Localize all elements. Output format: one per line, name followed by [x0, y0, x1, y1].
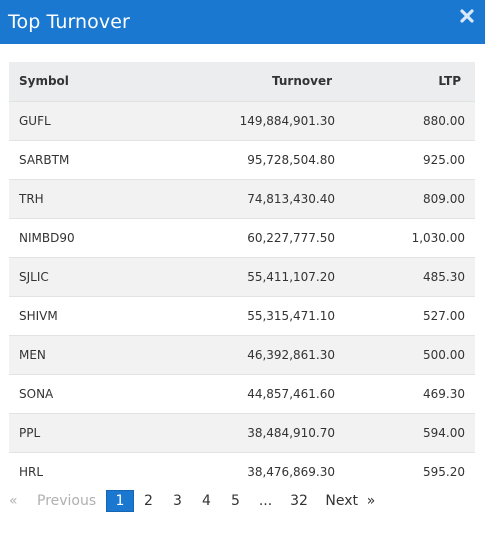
cell-symbol[interactable]: NIMBD90	[19, 230, 75, 245]
cell-turnover: 55,411,107.20	[247, 269, 335, 284]
column-header-turnover[interactable]: Turnover	[272, 74, 332, 89]
turnover-table: Symbol Turnover LTP GUFL 149,884,901.30 …	[9, 62, 475, 491]
cell-turnover: 74,813,430.40	[247, 191, 335, 206]
page-button-32[interactable]: 32	[290, 493, 308, 509]
column-header-symbol[interactable]: Symbol	[19, 74, 69, 89]
cell-turnover: 60,227,777.50	[247, 230, 335, 245]
table-header-row: Symbol Turnover LTP	[9, 62, 475, 101]
table-row: SHIVM 55,315,471.10 527.00	[9, 296, 475, 335]
next-page-button[interactable]: Next	[325, 493, 358, 509]
page-button-5[interactable]: 5	[231, 493, 240, 509]
cell-ltp: 925.00	[423, 152, 465, 167]
turnover-table-container: Symbol Turnover LTP GUFL 149,884,901.30 …	[9, 62, 475, 491]
modal-title: Top Turnover	[8, 11, 130, 33]
cell-ltp: 1,030.00	[411, 230, 465, 245]
cell-symbol[interactable]: PPL	[19, 425, 41, 440]
table-row: SONA 44,857,461.60 469.30	[9, 374, 475, 413]
table-row: SARBTM 95,728,504.80 925.00	[9, 140, 475, 179]
table-row: NIMBD90 60,227,777.50 1,030.00	[9, 218, 475, 257]
cell-symbol[interactable]: SONA	[19, 386, 54, 401]
cell-ltp: 880.00	[423, 113, 465, 128]
cell-turnover: 149,884,901.30	[239, 113, 335, 128]
cell-symbol[interactable]: SARBTM	[19, 152, 70, 167]
cell-ltp: 809.00	[423, 191, 465, 206]
cell-turnover: 55,315,471.10	[247, 308, 335, 323]
cell-symbol[interactable]: MEN	[19, 347, 46, 362]
pagination: « Previous 1 2 3 4 5 ... 32 Next »	[9, 490, 380, 512]
page-button-1[interactable]: 1	[106, 490, 134, 512]
modal-header: Top Turnover	[0, 0, 485, 44]
page-button-4[interactable]: 4	[202, 493, 211, 509]
pagination-ellipsis: ...	[258, 493, 273, 509]
table-row: TRH 74,813,430.40 809.00	[9, 179, 475, 218]
cell-symbol[interactable]: GUFL	[19, 113, 51, 128]
cell-turnover: 38,484,910.70	[247, 425, 335, 440]
cell-symbol[interactable]: SJLIC	[19, 269, 49, 284]
cell-ltp: 500.00	[423, 347, 465, 362]
table-row: PPL 38,484,910.70 594.00	[9, 413, 475, 452]
cell-ltp: 469.30	[423, 386, 465, 401]
cell-ltp: 527.00	[423, 308, 465, 323]
cell-ltp: 595.20	[423, 464, 465, 479]
previous-page-button[interactable]: Previous	[37, 493, 97, 509]
cell-turnover: 46,392,861.30	[247, 347, 335, 362]
column-header-ltp[interactable]: LTP	[438, 74, 461, 89]
table-row: SJLIC 55,411,107.20 485.30	[9, 257, 475, 296]
cell-ltp: 594.00	[423, 425, 465, 440]
previous-arrow-icon: «	[9, 493, 18, 509]
cell-ltp: 485.30	[423, 269, 465, 284]
cell-turnover: 95,728,504.80	[247, 152, 335, 167]
cell-turnover: 44,857,461.60	[247, 386, 335, 401]
cell-symbol[interactable]: TRH	[19, 191, 44, 206]
table-row: GUFL 149,884,901.30 880.00	[9, 101, 475, 140]
cell-symbol[interactable]: SHIVM	[19, 308, 58, 323]
page-button-3[interactable]: 3	[173, 493, 182, 509]
cell-turnover: 38,476,869.30	[247, 464, 335, 479]
next-arrow-icon[interactable]: »	[366, 493, 376, 509]
cell-symbol[interactable]: HRL	[19, 464, 44, 479]
page-button-2[interactable]: 2	[144, 493, 153, 509]
close-icon[interactable]	[458, 7, 476, 25]
table-row: MEN 46,392,861.30 500.00	[9, 335, 475, 374]
table-row: HRL 38,476,869.30 595.20	[9, 452, 475, 491]
